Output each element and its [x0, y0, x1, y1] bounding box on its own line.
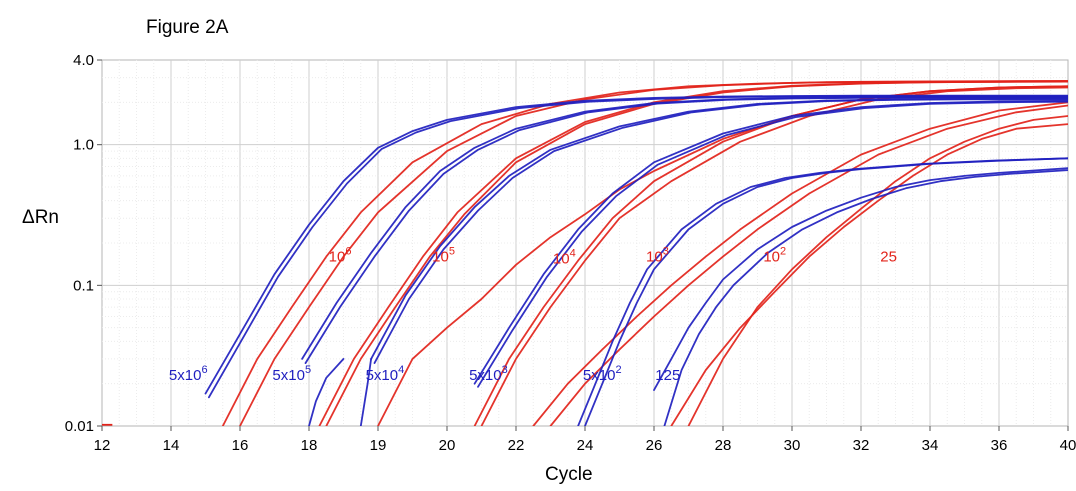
curve-label: 125	[655, 367, 680, 384]
figure-title: Figure 2A	[146, 17, 229, 38]
y-axis-ticks: 0.01 0.1 1.0 4.0	[65, 52, 102, 435]
series-line-red-7	[480, 86, 1068, 426]
x-axis-label: Cycle	[545, 464, 593, 485]
curve-label: 104	[553, 248, 576, 268]
curve-label: 5x105	[272, 364, 311, 384]
series-line-red-6	[473, 85, 1068, 426]
curve-label: 5x106	[169, 364, 208, 384]
x-tick-label: 24	[577, 437, 594, 454]
series-line-blue-23	[577, 157, 1068, 426]
x-tick-label: 12	[94, 437, 111, 454]
x-tick-label: 20	[439, 437, 456, 454]
x-tick-label: 40	[1060, 437, 1076, 454]
series-line-red-11	[670, 123, 1068, 426]
curve-label: 5x103	[469, 364, 508, 384]
y-tick-label: 0.01	[65, 418, 94, 435]
x-tick-label: 30	[784, 437, 801, 454]
curve-labels: 5x106 5x105 5x104 5x103 5x102 125 106 105 104 103…	[169, 246, 897, 384]
curve-label: 25	[880, 249, 897, 266]
series-line-red-8	[532, 101, 1068, 426]
y-tick-label: 4.0	[73, 52, 94, 69]
x-axis-ticks: 12 14 16 18 19 20 22 24 26 28 30 32 34 36 40	[94, 426, 1076, 454]
series-line-blue-21	[477, 100, 1068, 388]
series-line-red-4	[318, 80, 1068, 426]
x-tick-label: 19	[370, 437, 387, 454]
curve-label: 5x102	[583, 364, 622, 384]
y-tick-label: 1.0	[73, 137, 94, 154]
series-line-blue-16	[308, 357, 345, 426]
curve-label: 105	[432, 246, 455, 266]
series-lines	[102, 80, 1068, 426]
x-tick-label: 22	[508, 437, 525, 454]
curve-label: 5x104	[366, 364, 405, 384]
y-axis-label: ΔRn	[22, 207, 59, 228]
x-tick-label: 16	[232, 437, 249, 454]
series-line-blue-18	[373, 98, 1068, 365]
curve-label: 106	[329, 246, 352, 266]
x-tick-label: 32	[853, 437, 870, 454]
series-line-blue-15	[304, 96, 1068, 365]
series-line-blue-13	[207, 95, 1068, 399]
series-line-blue-25	[663, 169, 1068, 426]
x-tick-label: 36	[991, 437, 1008, 454]
series-line-blue-24	[653, 167, 1068, 392]
x-tick-label: 28	[715, 437, 732, 454]
x-tick-label: 34	[922, 437, 939, 454]
series-line-blue-19	[359, 357, 373, 426]
x-tick-label: 14	[163, 437, 180, 454]
curve-label: 102	[763, 246, 786, 266]
curve-label: 103	[646, 246, 669, 266]
x-tick-label: 26	[646, 437, 663, 454]
x-tick-label: 18	[301, 437, 318, 454]
y-tick-label: 0.1	[73, 277, 94, 294]
